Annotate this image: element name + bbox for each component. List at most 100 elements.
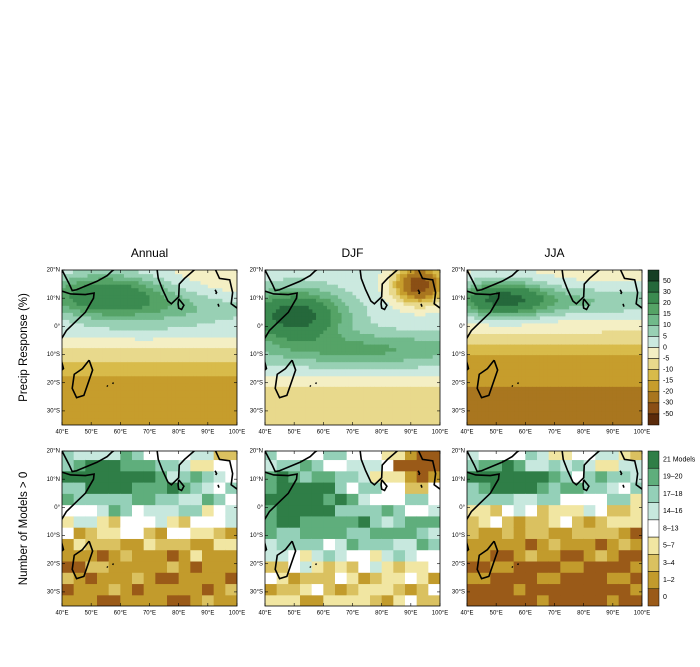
field-cell: [326, 298, 332, 303]
field-cell: [164, 280, 169, 285]
field-cell: [312, 291, 317, 296]
field-cell: [120, 312, 125, 317]
field-cell: [196, 319, 202, 324]
field-cell: [175, 291, 180, 296]
field-cell: [432, 379, 437, 384]
field-cell: [308, 372, 313, 377]
field-cell: [222, 410, 227, 416]
field-cell: [429, 400, 434, 405]
field-cell: [429, 329, 434, 335]
field-cell: [470, 347, 475, 352]
field-cell: [149, 273, 154, 278]
field-cell: [233, 347, 237, 352]
field-cell: [316, 287, 321, 292]
field-cell: [374, 407, 379, 412]
field-cell: [356, 294, 361, 299]
field-cell: [72, 294, 78, 299]
field-cell: [272, 361, 277, 366]
field-cell: [485, 403, 490, 408]
field-cell: [330, 386, 335, 391]
field-cell: [499, 287, 505, 292]
field-cell: [421, 407, 427, 412]
field-cell: [164, 365, 169, 370]
field-cell: [294, 414, 299, 419]
field-cell: [185, 414, 191, 419]
field-cell: [414, 375, 419, 380]
field-cell: [410, 298, 416, 303]
field-cell: [429, 273, 434, 278]
field-cell: [514, 351, 519, 356]
field-cell: [149, 372, 154, 377]
field-cell: [388, 294, 394, 299]
field-cell: [134, 372, 140, 377]
field-cell: [518, 291, 523, 296]
field-cell: [207, 280, 213, 285]
field-cell: [87, 329, 92, 335]
field-cell: [215, 386, 220, 391]
field-cell: [403, 319, 408, 324]
coastline: [417, 289, 421, 295]
field-cell: [116, 284, 121, 289]
field-cell: [196, 273, 202, 278]
field-cell: [421, 410, 427, 416]
field-cell: [211, 407, 216, 412]
field-cell: [204, 351, 209, 356]
field-cell: [65, 382, 70, 387]
field-cell: [312, 410, 317, 416]
field-cell: [370, 308, 375, 313]
field-cell: [102, 287, 107, 292]
row-label: Precip Response (%): [18, 293, 30, 402]
field-cell: [470, 393, 475, 398]
field-cell: [337, 315, 343, 320]
field-cell: [334, 270, 339, 275]
field-cell: [312, 382, 317, 387]
field-cell: [297, 294, 303, 299]
field-cell: [109, 326, 114, 331]
field-cell: [319, 421, 324, 425]
field-cell: [211, 273, 216, 278]
field-cell: [167, 421, 172, 425]
field-cell: [345, 368, 350, 373]
field-cell: [91, 393, 96, 398]
field-cell: [62, 343, 67, 349]
field-cell: [514, 354, 519, 359]
field-cell: [399, 358, 405, 363]
field-cell: [356, 403, 361, 408]
field-cell: [388, 396, 394, 401]
field-cell: [352, 336, 357, 342]
field-cell: [286, 358, 292, 363]
field-cell: [123, 382, 129, 387]
field-cell: [308, 284, 313, 289]
field-cell: [62, 375, 67, 380]
field-cell: [98, 417, 103, 423]
field-cell: [414, 400, 419, 405]
field-cell: [87, 277, 92, 282]
field-cell: [83, 414, 89, 419]
field-cell: [381, 382, 386, 387]
field-cell: [229, 403, 234, 408]
field-cell: [341, 396, 346, 401]
field-cell: [467, 410, 472, 416]
field-cell: [98, 273, 103, 278]
field-cell: [204, 375, 209, 380]
field-cell: [474, 372, 479, 377]
field-cell: [72, 291, 78, 296]
field-cell: [290, 368, 295, 373]
field-cell: [204, 410, 209, 416]
field-cell: [83, 336, 89, 342]
field-cell: [290, 336, 295, 342]
field-cell: [189, 319, 194, 324]
field-cell: [286, 354, 292, 359]
field-cell: [286, 382, 292, 387]
field-cell: [134, 315, 140, 320]
field-cell: [432, 308, 437, 313]
field-cell: [91, 375, 96, 380]
field-cell: [283, 358, 288, 363]
field-cell: [105, 329, 110, 335]
field-cell: [330, 305, 335, 310]
field-cell: [120, 379, 125, 384]
field-cell: [83, 294, 89, 299]
field-cell: [211, 382, 216, 387]
field-cell: [290, 308, 295, 313]
field-cell: [222, 421, 227, 425]
